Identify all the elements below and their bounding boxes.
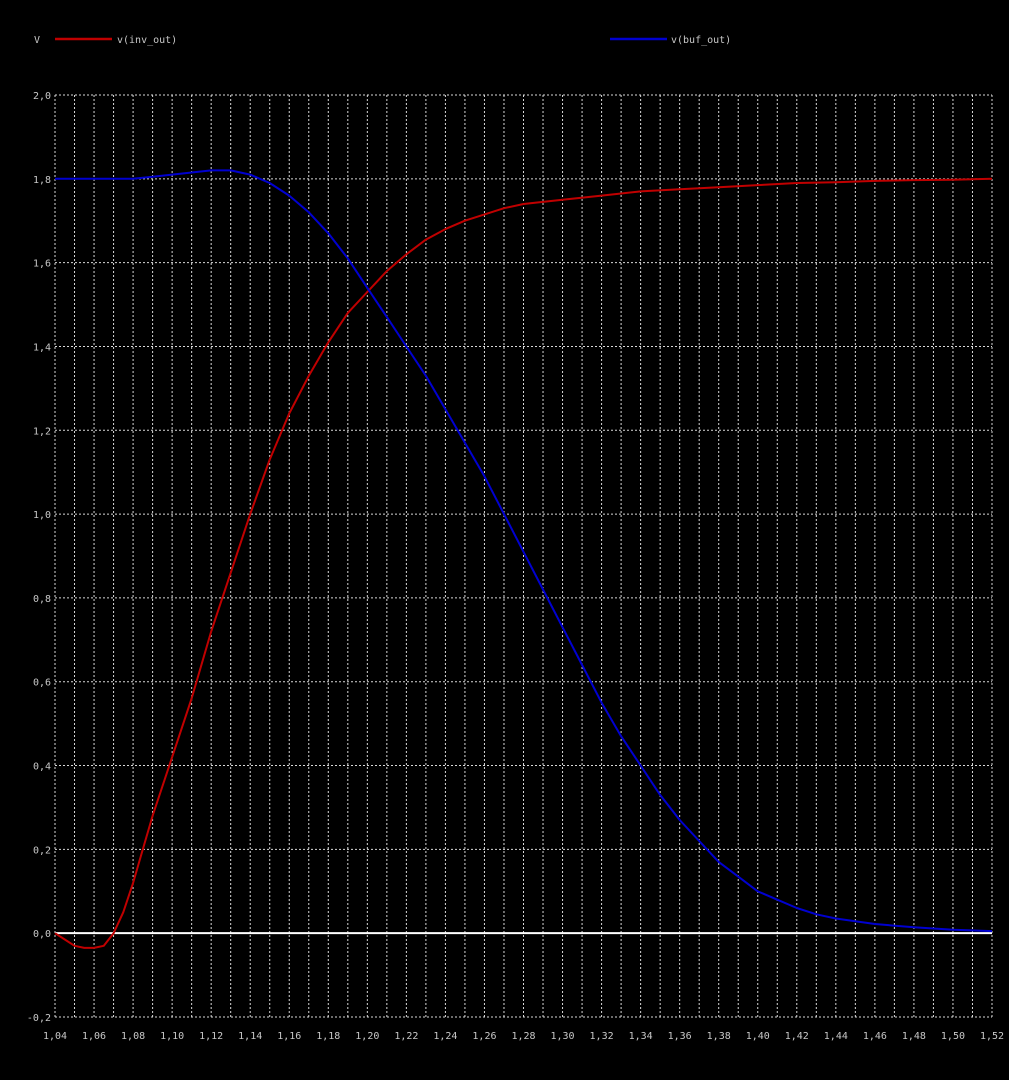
x-tick-label: 1,42 (785, 1031, 809, 1042)
x-tick-label: 1,06 (82, 1031, 106, 1042)
x-tick-label: 1,48 (902, 1031, 926, 1042)
x-tick-label: 1,44 (824, 1031, 848, 1042)
legend-label: v(inv_out) (117, 35, 177, 46)
x-tick-label: 1,30 (550, 1031, 574, 1042)
y-axis-label: V (34, 35, 40, 46)
legend-label: v(buf_out) (671, 35, 731, 46)
axis-labels: 1,04 1,06 1,08 1,10 1,12 1,14 1,16 1,18 1,20 1,22… (27, 91, 1004, 1042)
y-tick-label: 1,6 (33, 259, 51, 270)
x-tick-label: 1,04 (43, 1031, 67, 1042)
series-line-v-inv-out- (54, 177, 993, 949)
y-tick-label: 1,8 (33, 175, 51, 186)
x-tick-label: 1,26 (472, 1031, 496, 1042)
y-tick-label: 1,0 (33, 510, 51, 521)
x-tick-label: 1,16 (277, 1031, 301, 1042)
x-tick-label: 1,34 (629, 1031, 653, 1042)
y-tick-label: 0,8 (33, 594, 51, 605)
grid (54, 94, 993, 1018)
y-tick-label: 0,6 (33, 678, 51, 689)
x-tick-label: 1,20 (355, 1031, 379, 1042)
y-tick-label: 0,2 (33, 845, 51, 856)
y-tick-label: 0,0 (33, 929, 51, 940)
x-tick-label: 1,14 (238, 1031, 262, 1042)
y-tick-label: -0,2 (27, 1013, 51, 1024)
y-tick-label: 2,0 (33, 91, 51, 102)
x-tick-label: 1,10 (160, 1031, 184, 1042)
x-tick-label: 1,22 (394, 1031, 418, 1042)
x-tick-label: 1,40 (746, 1031, 770, 1042)
x-tick-label: 1,36 (668, 1031, 692, 1042)
x-tick-label: 1,38 (707, 1031, 731, 1042)
y-tick-label: 1,4 (33, 342, 51, 353)
x-tick-label: 1,32 (590, 1031, 614, 1042)
y-tick-label: 1,2 (33, 426, 51, 437)
x-tick-label: 1,46 (863, 1031, 887, 1042)
y-tick-label: 0,4 (33, 762, 51, 773)
x-tick-label: 1,08 (121, 1031, 145, 1042)
x-tick-label: 1,12 (199, 1031, 223, 1042)
x-tick-label: 1,24 (433, 1031, 457, 1042)
x-tick-label: 1,50 (941, 1031, 965, 1042)
legend: V v(inv_out) v(buf_out) (34, 35, 731, 46)
x-tick-label: 1,28 (511, 1031, 535, 1042)
x-tick-label: 1,18 (316, 1031, 340, 1042)
series-layer (54, 169, 993, 949)
x-tick-label: 1,52 (980, 1031, 1004, 1042)
series-line-v-buf-out- (55, 169, 993, 933)
